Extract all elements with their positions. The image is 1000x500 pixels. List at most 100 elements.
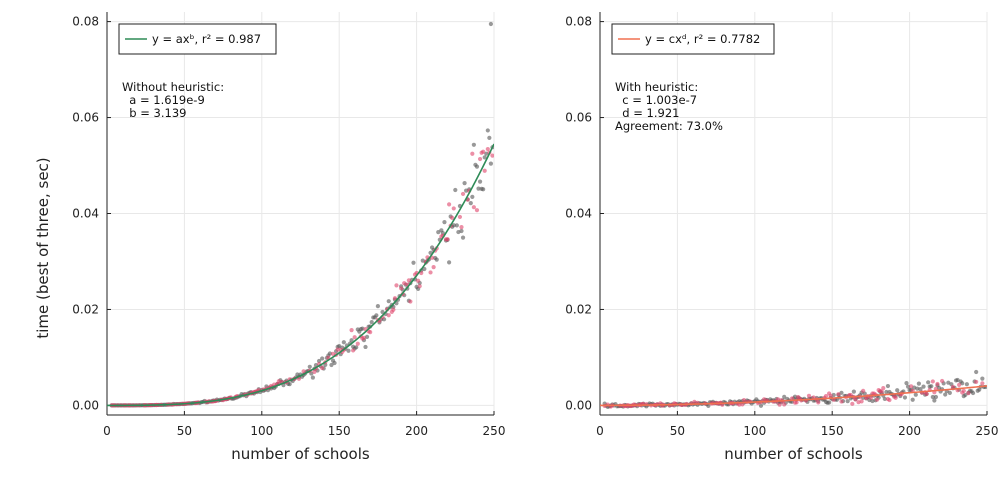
data-point — [957, 382, 962, 387]
fit-line — [600, 385, 987, 407]
data-point — [391, 307, 396, 312]
data-point — [352, 335, 357, 340]
data-point — [932, 398, 937, 403]
data-point — [741, 397, 747, 403]
data-point — [882, 396, 887, 402]
data-point — [955, 377, 960, 383]
annotation-line: With heuristic: — [615, 80, 698, 94]
data-point — [316, 358, 322, 364]
data-point — [369, 319, 374, 325]
data-point — [361, 335, 367, 340]
data-point — [974, 369, 979, 375]
data-point — [851, 389, 856, 394]
data-point — [460, 191, 466, 197]
data-point — [926, 380, 931, 385]
data-point — [457, 214, 463, 220]
data-point — [859, 399, 864, 404]
data-point — [902, 395, 908, 400]
data-point — [459, 225, 464, 230]
x-tick-label: 50 — [670, 424, 685, 438]
data-point — [471, 142, 476, 147]
x-tick-label: 150 — [821, 424, 844, 438]
data-point — [930, 379, 935, 384]
data-point — [447, 260, 452, 265]
panel-without-heuristic: 0 50 100 150 200 250 0.00 0.02 0.04 0.06 0.08 numbe… — [72, 12, 505, 463]
data-point — [963, 392, 968, 398]
data-point — [474, 208, 480, 213]
data-point — [980, 381, 985, 386]
data-point — [481, 187, 486, 192]
data-point — [885, 383, 891, 389]
data-point — [488, 161, 494, 166]
data-point — [777, 402, 782, 407]
data-point — [417, 284, 422, 289]
data-point — [816, 400, 821, 405]
data-point — [451, 206, 456, 211]
data-point — [482, 168, 487, 173]
x-tick-label: 200 — [898, 424, 921, 438]
data-point — [947, 390, 952, 396]
data-point — [462, 181, 467, 186]
data-point — [431, 265, 436, 270]
data-point — [349, 338, 354, 343]
data-point — [960, 381, 965, 386]
data-point — [970, 390, 976, 396]
data-point — [828, 393, 833, 398]
y-tick-label: 0.04 — [565, 207, 592, 221]
data-point — [915, 386, 920, 391]
data-point — [468, 201, 473, 206]
y-tick-label: 0.04 — [72, 207, 99, 221]
data-point — [476, 186, 481, 191]
data-point — [287, 382, 292, 387]
data-point — [868, 395, 874, 400]
y-tick-label: 0.02 — [72, 302, 99, 316]
x-tick-label: 0 — [596, 424, 604, 438]
data-point — [881, 386, 886, 391]
data-point — [946, 380, 951, 385]
y-tick-label: 0.00 — [72, 398, 99, 412]
data-point — [933, 394, 939, 400]
y-tick-label: 0.00 — [565, 398, 592, 412]
x-tick-label: 150 — [328, 424, 351, 438]
data-point — [924, 391, 929, 397]
data-point — [848, 392, 853, 398]
data-point — [312, 369, 317, 374]
data-point — [490, 153, 494, 158]
data-point — [916, 381, 921, 386]
data-point — [827, 400, 832, 405]
data-point — [834, 397, 839, 402]
data-point — [893, 395, 898, 400]
data-point — [447, 202, 452, 207]
annotation-line: d = 1.921 — [615, 106, 679, 120]
data-point — [329, 362, 334, 368]
data-point — [737, 402, 742, 407]
x-axis-label: number of schools — [231, 445, 370, 463]
data-point — [375, 304, 380, 309]
data-point — [337, 343, 342, 349]
data-point — [884, 389, 889, 395]
data-point — [789, 396, 795, 401]
data-point — [368, 329, 373, 335]
x-tick-label: 100 — [250, 424, 273, 438]
data-point — [485, 146, 490, 152]
data-point — [853, 397, 858, 402]
data-point — [839, 399, 844, 404]
data-point — [301, 369, 306, 374]
fit-line — [107, 143, 494, 407]
data-point — [929, 384, 934, 389]
legend-label: y = axᵇ, r² = 0.987 — [152, 32, 261, 46]
y-axis-label: time (best of three, sec) — [34, 157, 52, 338]
data-point — [351, 348, 356, 353]
data-point — [386, 313, 391, 318]
annotation-line: b = 3.139 — [122, 106, 186, 120]
data-point — [307, 364, 312, 369]
data-point — [477, 179, 483, 184]
data-point — [335, 347, 340, 352]
data-point — [392, 296, 398, 301]
data-point — [905, 384, 911, 389]
data-point — [482, 155, 487, 160]
data-point — [416, 278, 421, 283]
data-point — [850, 401, 855, 406]
y-tick-label: 0.08 — [565, 15, 592, 29]
